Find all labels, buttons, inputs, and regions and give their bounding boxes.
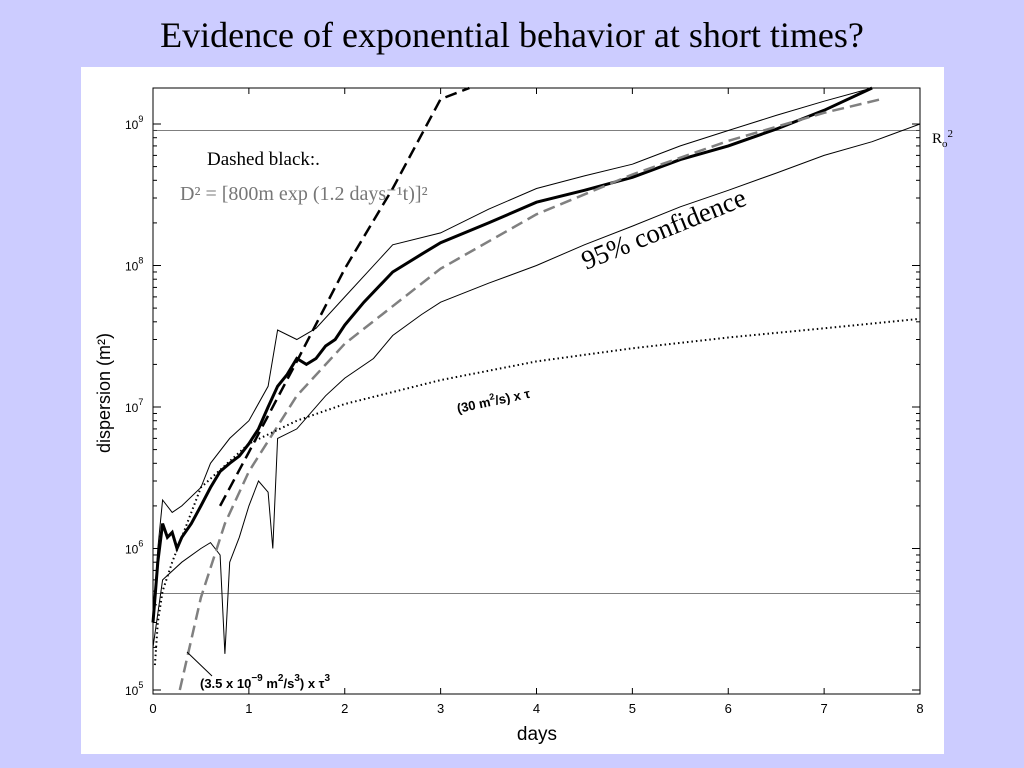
- y-axis-label: dispersion (m²): [94, 333, 114, 453]
- y-tick-base: 10: [125, 260, 139, 274]
- confidence-label: 95% confidence: [577, 182, 750, 275]
- axes-frame: [152, 87, 921, 695]
- linear-fit-label: (30 m2/s) x τ: [455, 384, 532, 416]
- x-tick-label: 1: [245, 701, 252, 716]
- reference-lines: [153, 130, 920, 595]
- ref-label-ro2: Ro2: [932, 128, 953, 150]
- series-thin-lower: [152, 123, 921, 654]
- series-dashed-black: [218, 86, 470, 507]
- y-tick-label: 106: [125, 539, 143, 557]
- y-tick-base: 10: [125, 543, 139, 557]
- x-tick-label: 3: [437, 701, 444, 716]
- plot-panel: [81, 67, 944, 754]
- y-tick-exp: 6: [138, 539, 143, 549]
- x-tick-label: 5: [629, 701, 636, 716]
- y-tick-label: 105: [125, 680, 143, 698]
- y-tick-base: 10: [125, 118, 139, 132]
- y-tick-exp: 7: [138, 397, 143, 407]
- y-tick-exp: 8: [138, 256, 143, 266]
- x-tick-label: 7: [821, 701, 828, 716]
- y-tick-label: 107: [125, 397, 143, 415]
- y-tick-exp: 5: [138, 680, 143, 690]
- series-layer: [151, 86, 921, 691]
- x-tick-label: 4: [533, 701, 540, 716]
- x-tick-label: 8: [916, 701, 923, 716]
- ref-label-main: R: [932, 131, 942, 147]
- slide-title: Evidence of exponential behavior at shor…: [160, 15, 864, 55]
- y-tick-base: 10: [125, 401, 139, 415]
- series-thin-upper: [152, 87, 873, 623]
- x-axis-label: days: [517, 724, 557, 745]
- y-tick-label: 108: [125, 256, 143, 274]
- x-tick-label: 0: [149, 701, 156, 716]
- x-ticks: 0 1 2 3 4 5 6 7 8: [149, 88, 924, 716]
- series-dashed-gray: [178, 97, 882, 691]
- exponential-formula: D² = [800m exp (1.2 days⁻¹t)]²: [180, 183, 428, 205]
- series-dotted: [153, 317, 921, 666]
- x-tick-label: 6: [725, 701, 732, 716]
- dashed-black-label: Dashed black:.: [207, 149, 320, 170]
- x-tick-label: 2: [341, 701, 348, 716]
- ref-label-sup: 2: [948, 128, 954, 140]
- cubic-fit-label: (3.5 x 10−9 m2/s3) x τ3: [200, 673, 330, 691]
- cubic-pointer-line: [186, 651, 213, 677]
- ref-label-sub: o: [942, 138, 948, 150]
- y-tick-label: 109: [125, 114, 143, 132]
- y-tick-base: 10: [125, 684, 139, 698]
- y-tick-exp: 9: [138, 114, 143, 124]
